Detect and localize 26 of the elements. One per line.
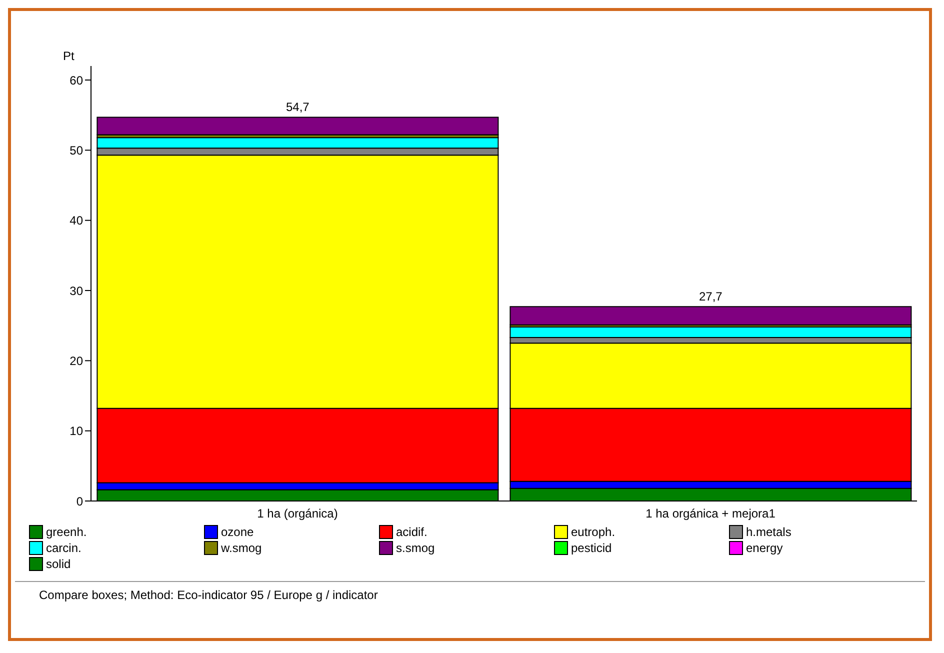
y-tick-label: 50 bbox=[70, 143, 84, 158]
legend-label: s.smog bbox=[396, 541, 435, 555]
legend-label: ozone bbox=[221, 525, 254, 539]
y-tick-label: 0 bbox=[76, 494, 84, 508]
y-tick-label: 40 bbox=[70, 214, 84, 228]
legend-label: energy bbox=[746, 541, 783, 555]
bar bbox=[510, 306, 912, 326]
y-axis-title: Pt bbox=[63, 49, 74, 63]
legend-label: carcin. bbox=[46, 541, 82, 555]
legend-label: w.smog bbox=[221, 541, 262, 555]
y-tick-label: 30 bbox=[70, 284, 84, 298]
total-label: 27,7 bbox=[699, 290, 723, 304]
bar bbox=[96, 116, 499, 136]
text: Compare boxes; Method: Eco-indicator 95 / Europe g / indicator bbox=[39, 588, 379, 602]
y-tick-label: 60 bbox=[70, 73, 84, 88]
x-tick-label: 1 ha orgánica + mejora1 bbox=[646, 506, 776, 521]
legend-label: acidif. bbox=[396, 525, 428, 539]
legend-label: eutroph. bbox=[571, 525, 616, 539]
legend-label: solid bbox=[46, 557, 71, 571]
x-tick-label: 1 ha (orgánica) bbox=[257, 506, 338, 521]
y-tick-label: 20 bbox=[70, 354, 84, 368]
legend-label: h.metals bbox=[746, 525, 792, 539]
legend-label: pesticid bbox=[571, 541, 612, 555]
y-tick-label: 10 bbox=[70, 424, 84, 438]
legend-label: greenh. bbox=[46, 525, 87, 539]
total-label: 54,7 bbox=[286, 100, 310, 114]
